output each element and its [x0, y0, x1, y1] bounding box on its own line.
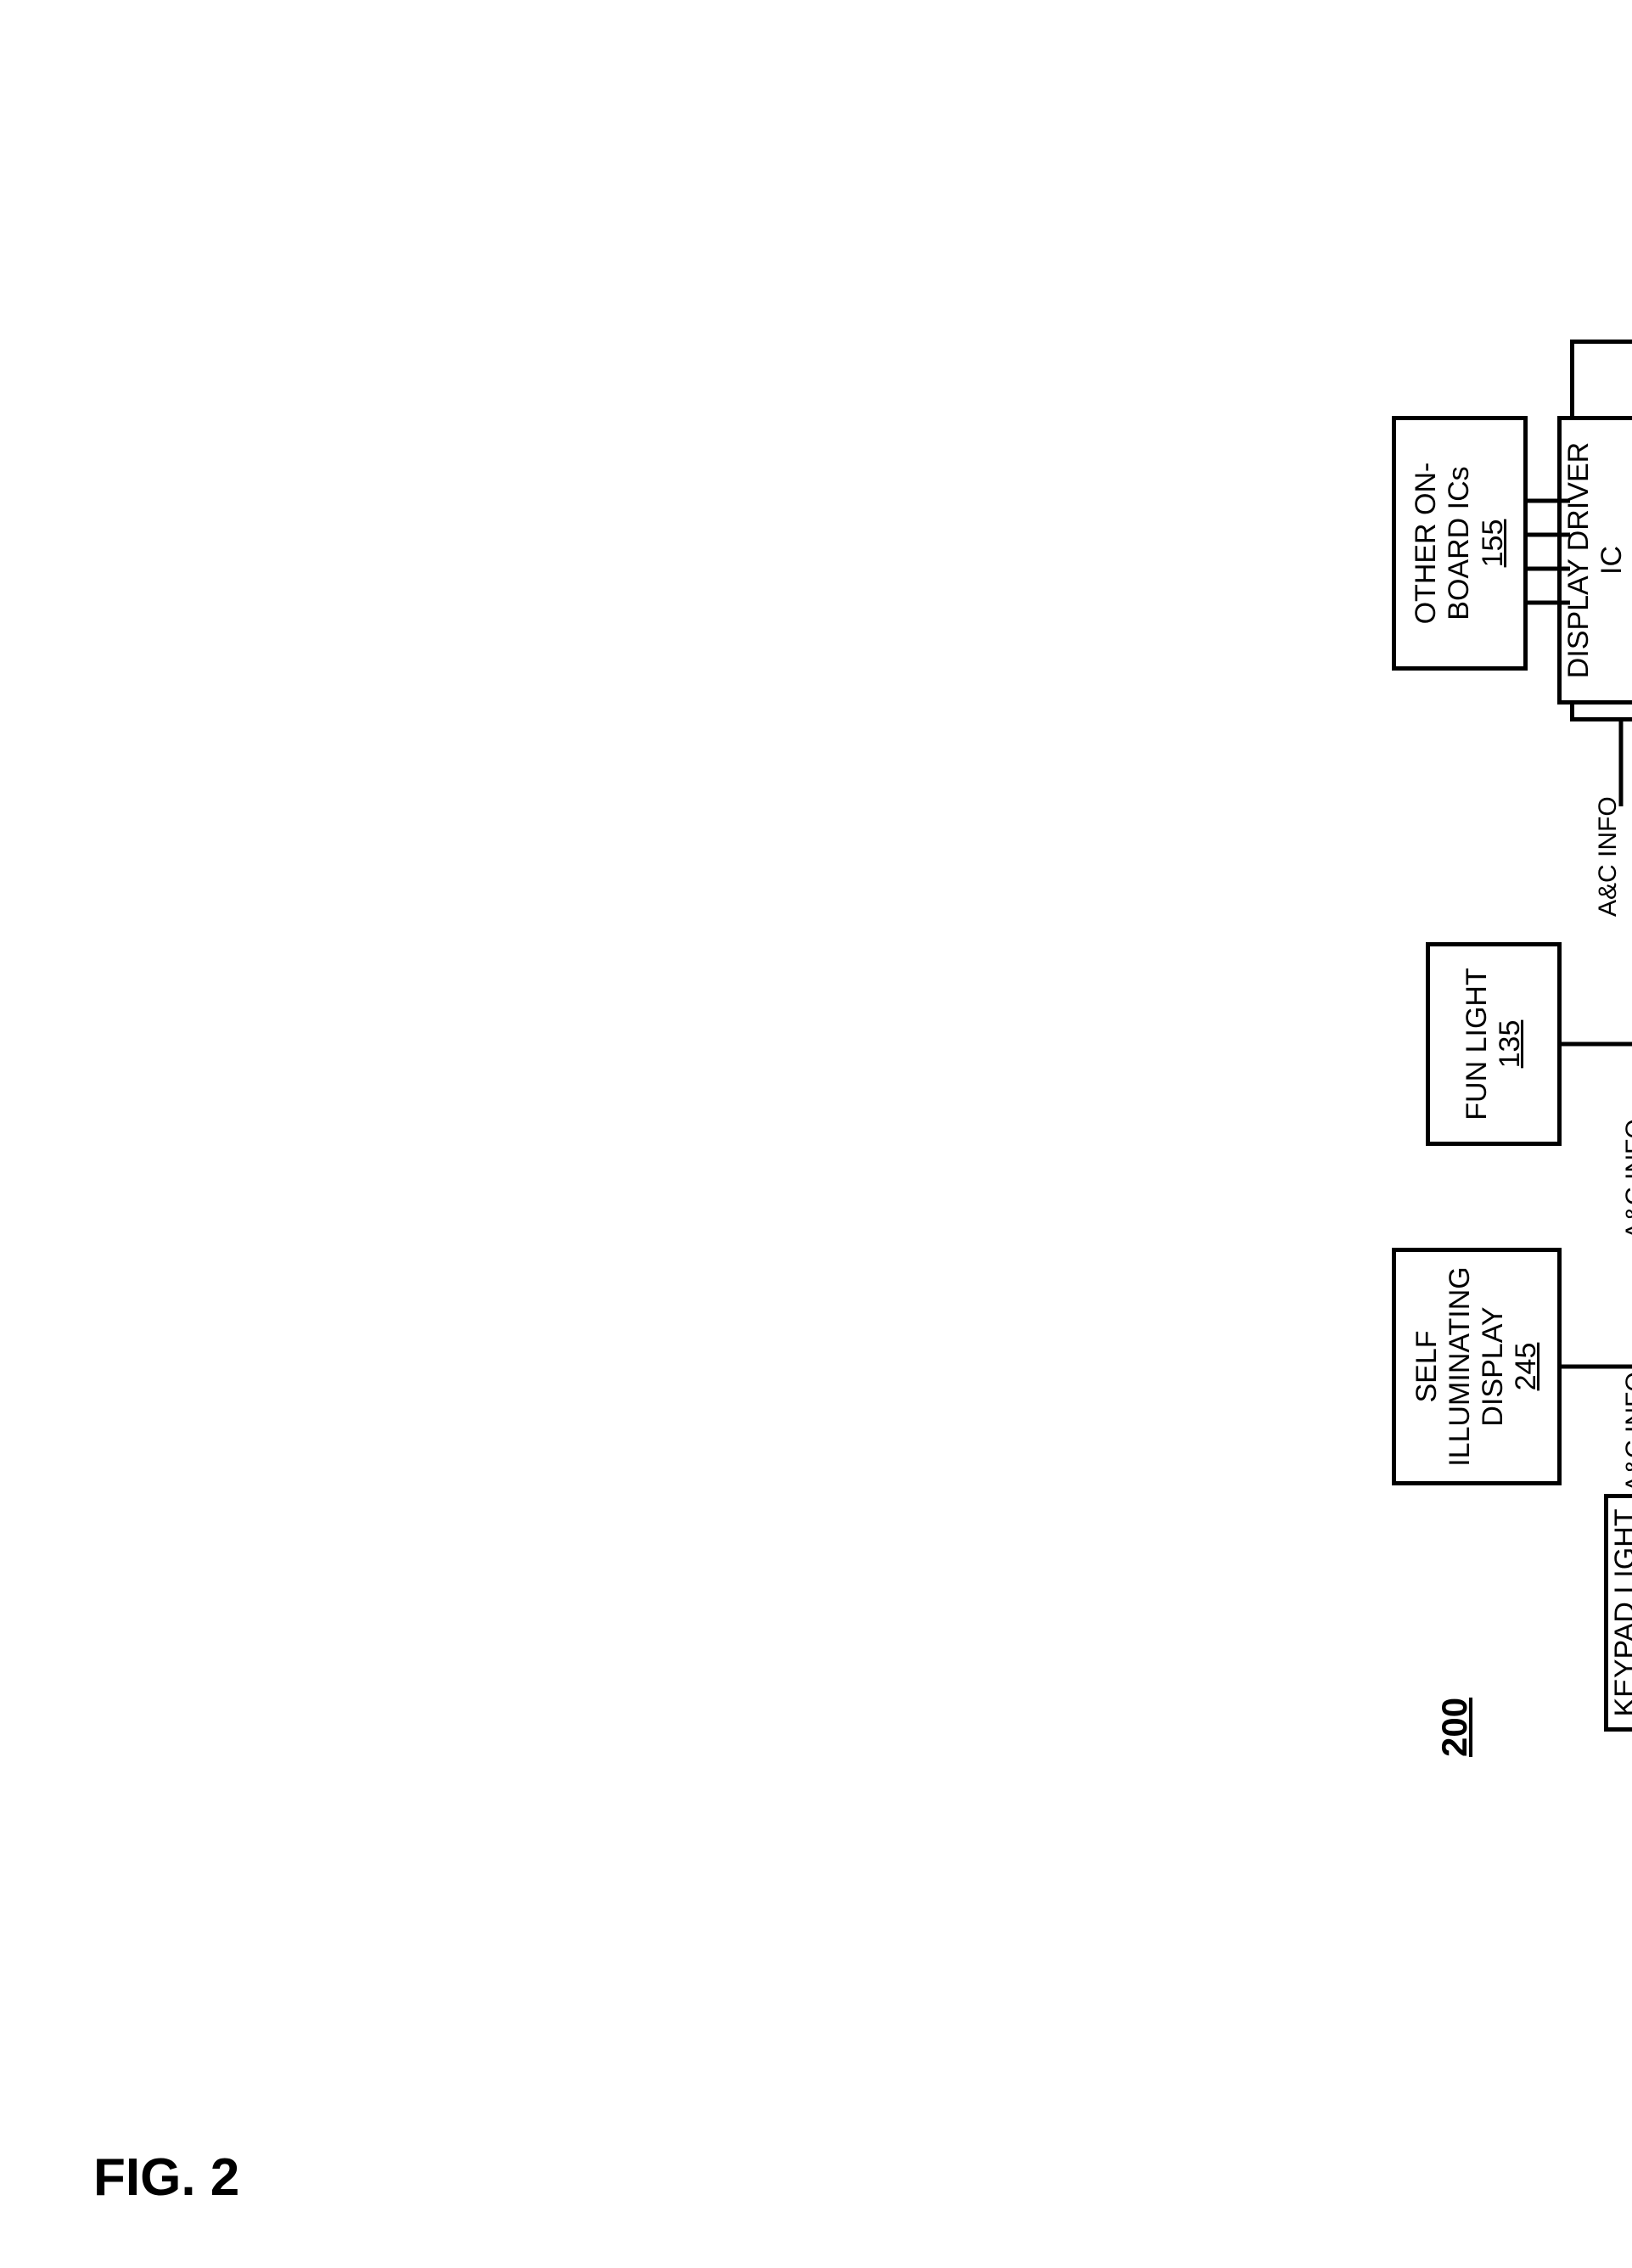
label: KEYPAD LIGHT SOURCE: [1609, 1505, 1632, 1721]
ref-num: 155: [1477, 519, 1510, 568]
block-other-on-board-ics: OTHER ON-BOARD ICs 155: [1392, 416, 1528, 671]
block-display-driver-ic: DISPLAY DRIVER IC 240: [1557, 416, 1632, 705]
label: SELF ILLUMINATING DISPLAY: [1410, 1259, 1510, 1474]
ref-num: 245: [1510, 1343, 1543, 1391]
label: DISPLAY DRIVER IC: [1562, 427, 1629, 693]
label: FUN LIGHT: [1461, 968, 1494, 1120]
block-self-illuminating-display: SELF ILLUMINATING DISPLAY 245: [1392, 1248, 1562, 1485]
edge-label-ac-info: A&C INFO: [1594, 796, 1623, 917]
label: OTHER ON-BOARD ICs: [1410, 427, 1476, 660]
block-keypad-light-source: KEYPAD LIGHT SOURCE 125: [1604, 1494, 1632, 1732]
stage: SELF ILLUMINATING DISPLAY 245 FUN LIGHT …: [0, 0, 1632, 2268]
edge-label-ac-info: A&C INFO: [1621, 1119, 1632, 1239]
edge-label-ac-info: A&C INFO: [1621, 1372, 1632, 1492]
figure-ref: 200: [1434, 1698, 1475, 1757]
block-fun-light: FUN LIGHT 135: [1426, 942, 1562, 1146]
ref-num: 135: [1494, 1020, 1527, 1069]
ref-num: 240: [1629, 536, 1632, 585]
block-diagram: SELF ILLUMINATING DISPLAY 245 FUN LIGHT …: [1358, 127, 1632, 1825]
figure-label: FIG. 2: [93, 2147, 239, 2208]
